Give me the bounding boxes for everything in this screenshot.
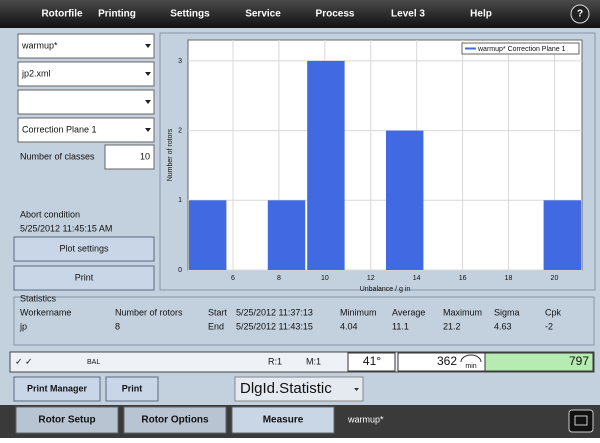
- x-tick-label: 16: [459, 275, 467, 282]
- bar: [543, 200, 581, 270]
- stat-value: 5/25/2012 11:43:15: [236, 321, 313, 331]
- camera-icon[interactable]: [568, 409, 594, 433]
- camera-glyph: [574, 415, 588, 426]
- x-tick-label: 20: [551, 275, 559, 282]
- plot-area: [187, 39, 583, 271]
- dropdowns: warmup* jp2.xml Correction Plane 1: [17, 33, 155, 143]
- file-name: warmup*: [347, 414, 384, 424]
- stat-header: Number of rotors: [115, 307, 183, 317]
- rpm: 362: [437, 354, 457, 368]
- menu-item[interactable]: Help: [470, 9, 492, 20]
- dropdown-text: Correction Plane 1: [22, 124, 97, 134]
- dropdown[interactable]: [17, 33, 155, 59]
- dropdown[interactable]: [17, 89, 155, 115]
- label: Abort condition: [20, 209, 80, 219]
- angle-box: [347, 352, 396, 372]
- x-tick-label: 12: [367, 275, 375, 282]
- menu-item[interactable]: Rotorfile: [41, 9, 83, 20]
- button[interactable]: [13, 265, 155, 291]
- tab[interactable]: [123, 406, 227, 434]
- y-tick-label: 3: [178, 58, 182, 65]
- stat-value: 8: [115, 321, 120, 331]
- rpm-unit: min: [465, 363, 476, 370]
- y-tick-label: 1: [178, 197, 182, 204]
- dropdown-text: jp2.xml: [21, 68, 51, 78]
- button[interactable]: [13, 236, 155, 262]
- input[interactable]: [104, 144, 155, 170]
- value-box: [484, 352, 594, 372]
- dropdown-text: warmup*: [21, 40, 58, 50]
- tab-label: Rotor Setup: [38, 415, 95, 426]
- stat-value: -2: [545, 321, 553, 331]
- menu-item[interactable]: Level 3: [391, 9, 425, 20]
- bar: [386, 130, 424, 270]
- x-tick-label: 14: [413, 275, 421, 282]
- x-tick-label: 18: [505, 275, 513, 282]
- input-value: 10: [140, 151, 150, 161]
- button-text: Print: [122, 383, 143, 393]
- dropdown[interactable]: [17, 61, 155, 87]
- x-tick-label: 8: [277, 275, 281, 282]
- tab-label: Rotor Options: [141, 415, 209, 426]
- stat-header: Maximum: [443, 307, 482, 317]
- dropdown[interactable]: [17, 117, 155, 143]
- y-tick-label: 2: [178, 127, 182, 134]
- button-text: Plot settings: [59, 243, 109, 253]
- button-text: Print Manager: [27, 383, 88, 393]
- mode: BAL: [87, 359, 100, 366]
- tab-label: Measure: [263, 415, 304, 426]
- x-axis-label: Unbalance / g in: [360, 286, 411, 293]
- checks: ✓ ✓: [15, 356, 33, 366]
- menu-bar: [0, 0, 600, 28]
- bar: [189, 200, 227, 270]
- r: R:1: [268, 356, 282, 366]
- m: M:1: [306, 356, 321, 366]
- value: 797: [569, 354, 589, 368]
- stat-header: Sigma: [494, 307, 520, 317]
- stat-value: End: [208, 321, 224, 331]
- legend-text: warmup* Correction Plane 1: [477, 46, 566, 53]
- statistics-panel: [13, 296, 595, 346]
- stat-header: Workername: [20, 307, 71, 317]
- x-tick-label: 6: [231, 275, 235, 282]
- stat-value: 11.1: [392, 321, 409, 331]
- select-arrow: [354, 388, 359, 391]
- select[interactable]: [234, 376, 364, 402]
- stat-value: 21.2: [443, 321, 461, 331]
- tab[interactable]: [15, 406, 119, 434]
- menu-item[interactable]: Settings: [170, 9, 210, 20]
- angle: 41°: [363, 354, 381, 368]
- legend-box: [461, 42, 580, 55]
- select-text: DlgId.Statistic: [240, 380, 332, 397]
- stat-header: 5/25/2012 11:37:13: [236, 307, 313, 317]
- button-text: Print: [75, 272, 94, 282]
- x-tick-label: 10: [321, 275, 329, 282]
- stat-header: Cpk: [545, 307, 562, 317]
- menu-item[interactable]: Printing: [98, 9, 136, 20]
- help-icon[interactable]: [570, 4, 590, 24]
- stat-value: 4.63: [494, 321, 512, 331]
- stat-value: 4.04: [340, 321, 358, 331]
- help-text: ?: [577, 9, 583, 20]
- menu-item[interactable]: Process: [316, 9, 355, 20]
- bar: [307, 60, 345, 271]
- button[interactable]: [105, 376, 159, 402]
- stat-header: Start: [208, 307, 228, 317]
- y-axis-label: Number of rotors: [167, 128, 174, 181]
- statistics-title: Statistics: [20, 293, 57, 303]
- stat-value: jp: [19, 321, 27, 331]
- bar: [267, 200, 306, 270]
- stat-header: Minimum: [340, 307, 377, 317]
- stat-header: Average: [392, 307, 425, 317]
- y-tick-label: 0: [178, 267, 182, 274]
- menu-item[interactable]: Service: [245, 9, 281, 20]
- label: 5/25/2012 11:45:15 AM: [20, 223, 112, 233]
- rpm-icon: [460, 354, 482, 363]
- label: Number of classes: [20, 151, 95, 161]
- tab[interactable]: [231, 406, 335, 434]
- button[interactable]: [13, 376, 101, 402]
